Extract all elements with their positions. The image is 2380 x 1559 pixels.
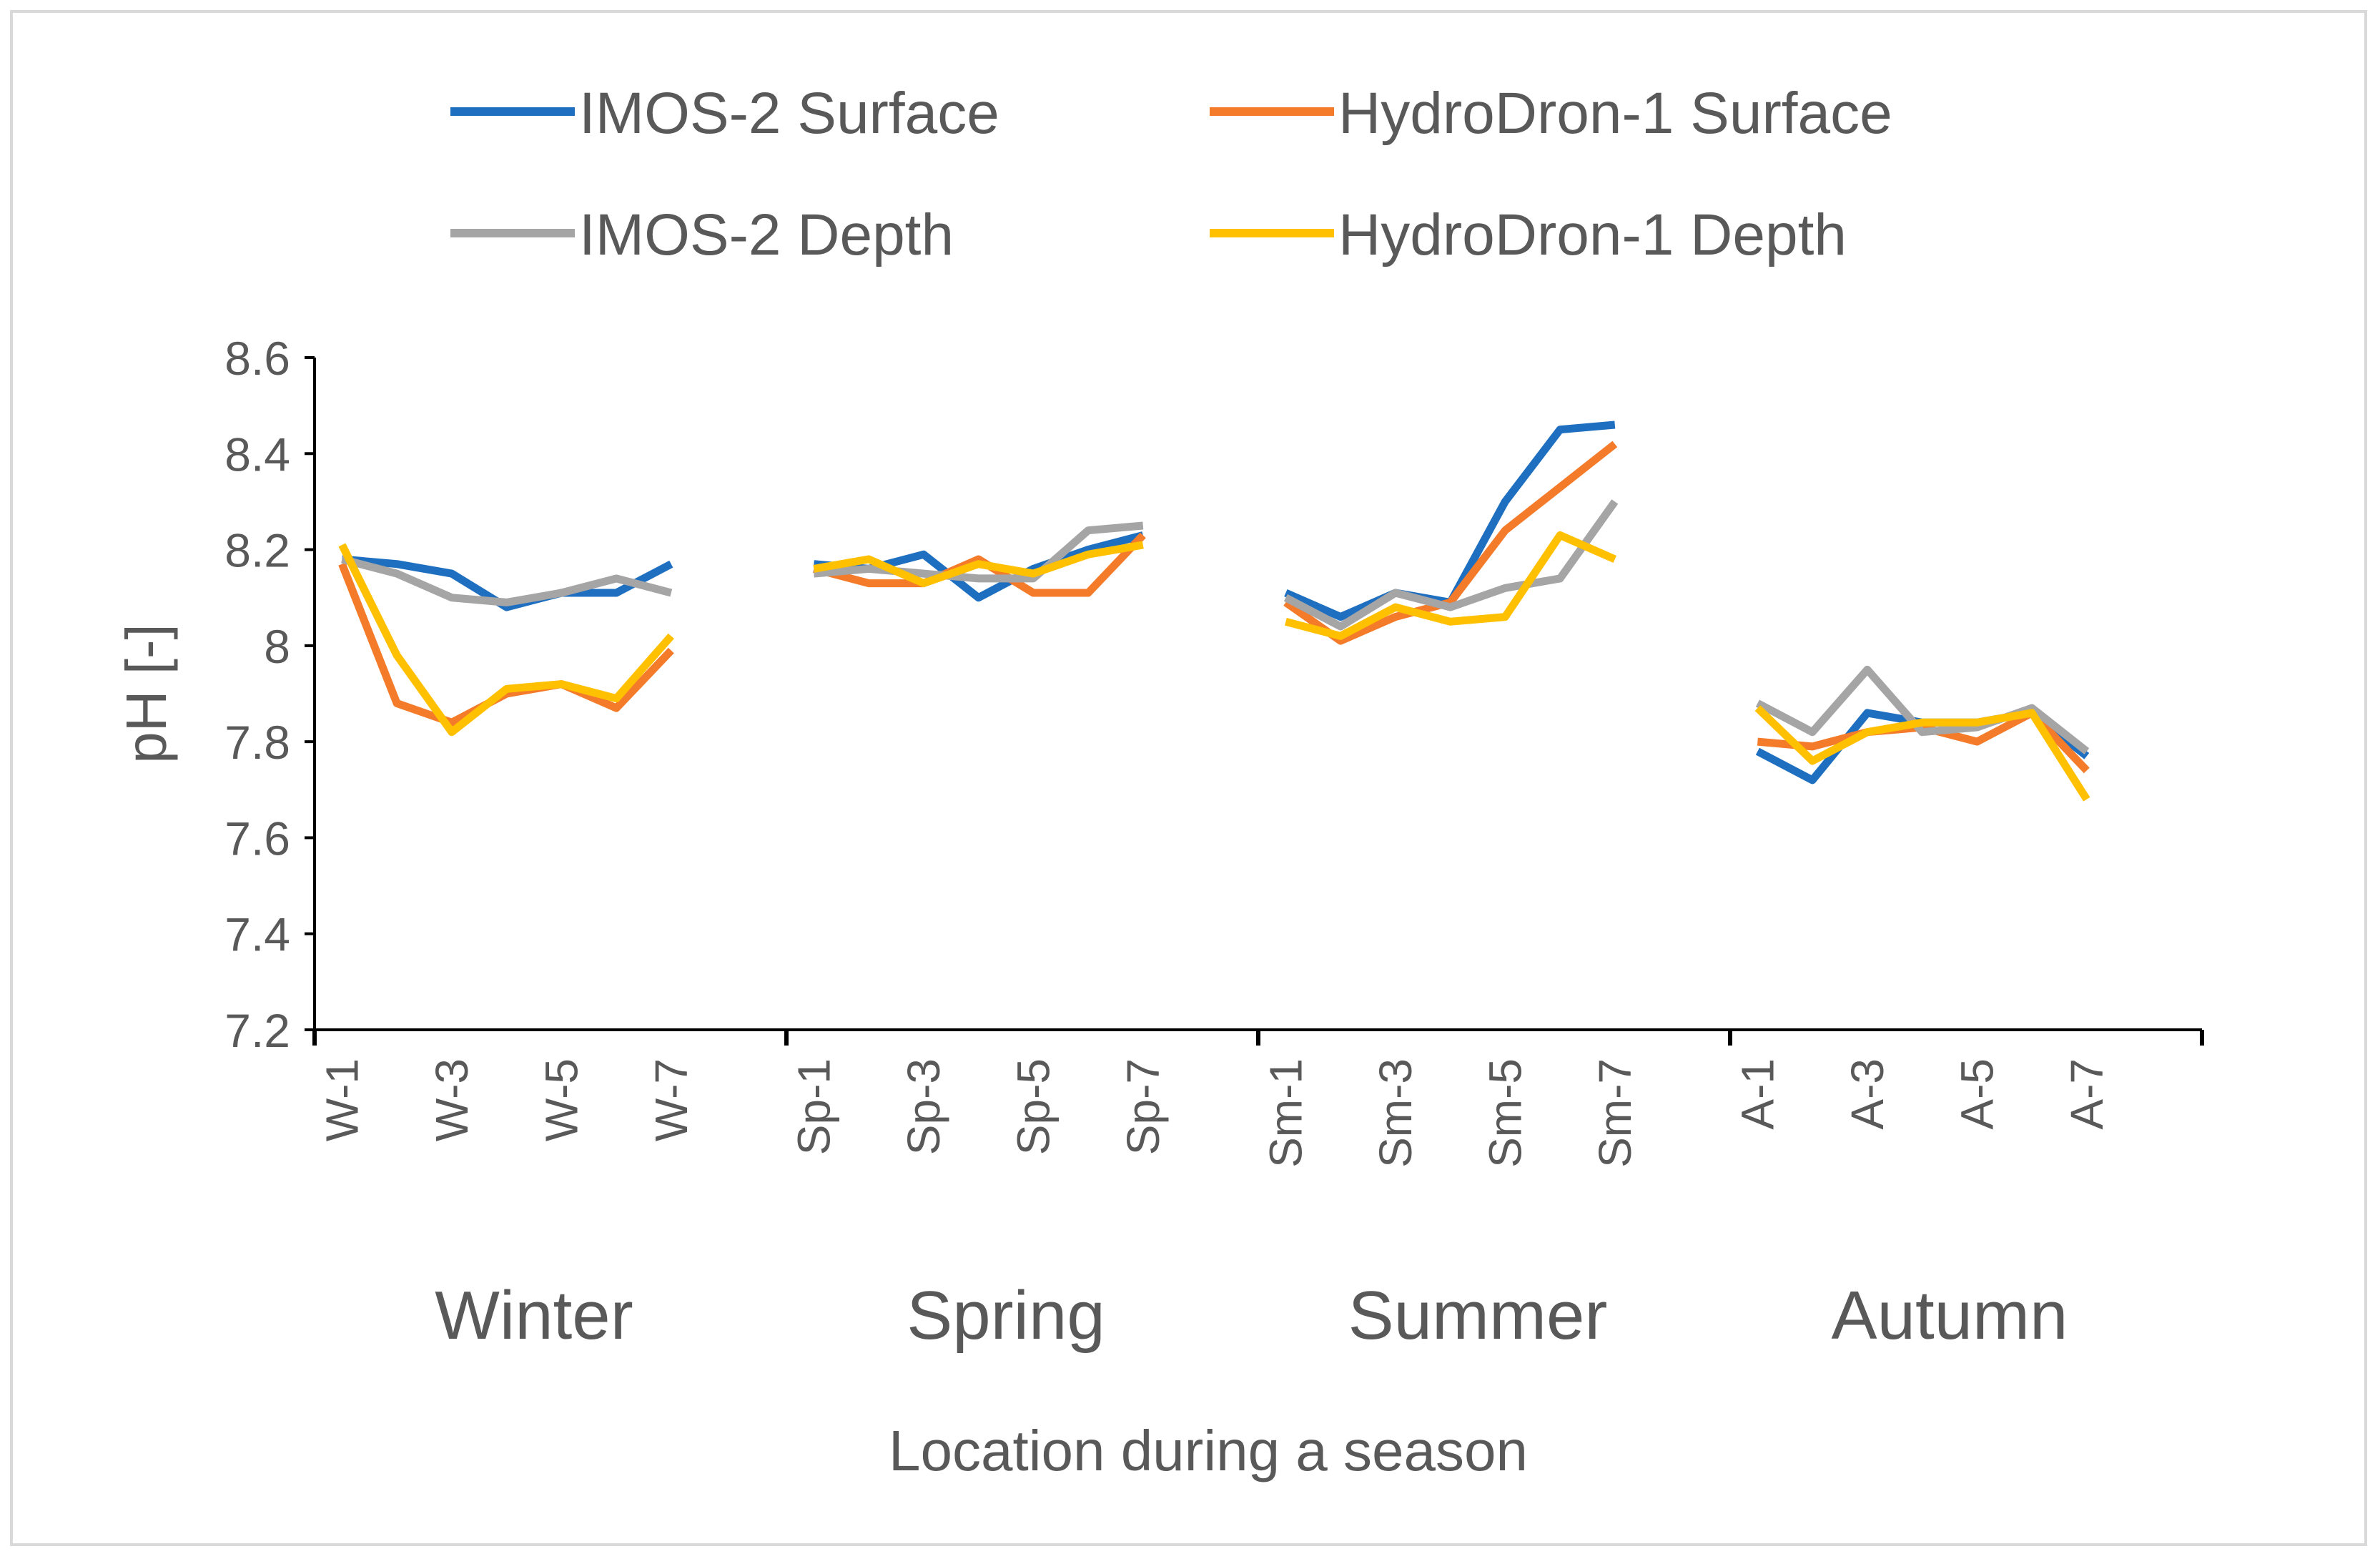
series-line-spring	[813, 521, 1144, 583]
x-tick-label: Sm-7	[1589, 1058, 1641, 1168]
x-tick-label: Sp-7	[1117, 1058, 1169, 1155]
series-line-winter	[338, 543, 674, 737]
x-tick-label: W-1	[316, 1058, 367, 1141]
series-line-summer	[1285, 531, 1617, 640]
x-tick-label: W-5	[535, 1058, 587, 1141]
series-line-winter	[341, 555, 673, 606]
x-tick-label: Sm-1	[1260, 1058, 1311, 1168]
y-tick-label: 7.4	[224, 908, 290, 961]
series-lines	[338, 421, 2090, 802]
x-axis: W-1 W-3 W-5 W-7 Sp-1 Sp-3 Sp-5 Sp-7 Sm-1 Sm-3 Sm-5…	[312, 1028, 2204, 1168]
season-label-summer: Summer	[1348, 1277, 1608, 1354]
x-tick-label: A-1	[1732, 1058, 1783, 1130]
y-tick-label: 8	[264, 620, 290, 673]
season-label-spring: Spring	[907, 1277, 1105, 1354]
x-tick-label: A-3	[1842, 1058, 1893, 1130]
y-tick-label: 8.4	[224, 428, 290, 481]
series-hydrodron-1-depth	[338, 531, 2090, 802]
y-tick-label: 8.2	[224, 524, 290, 577]
y-tick-label: 8.6	[224, 332, 290, 385]
series-imos-2-surface	[341, 421, 2090, 785]
legend-item: IMOS-2 Surface	[450, 81, 999, 146]
legend-label: IMOS-2 Depth	[579, 202, 954, 267]
y-tick-label: 7.8	[224, 716, 290, 769]
y-axis: 7.2 7.4 7.6 7.8 8 8.2 8.4 8.6	[224, 332, 316, 1057]
series-line-autumn	[1754, 705, 2090, 802]
x-tick-label: Sp-3	[898, 1058, 949, 1155]
x-tick-label: Sm-3	[1370, 1058, 1421, 1168]
legend-label: IMOS-2 Surface	[579, 81, 999, 146]
series-line-spring	[812, 532, 1146, 597]
legend-item: HydroDron-1 Surface	[1210, 81, 1892, 146]
chart-frame	[10, 10, 2367, 1546]
x-tick-label: A-7	[2061, 1058, 2113, 1130]
y-axis-title: pH [-]	[114, 624, 178, 764]
legend-item: HydroDron-1 Depth	[1210, 202, 1847, 267]
x-tick-label: W-7	[646, 1058, 697, 1141]
series-line-autumn	[1755, 665, 2090, 754]
x-tick-label: Sp-5	[1007, 1058, 1059, 1155]
legend: IMOS-2 Surface HydroDron-1 Surface IMOS-2 …	[450, 81, 1892, 267]
x-tick-label: Sm-5	[1479, 1058, 1531, 1168]
legend-item: IMOS-2 Depth	[450, 202, 954, 267]
x-tick-label: Sp-1	[788, 1058, 839, 1155]
legend-label: HydroDron-1 Surface	[1338, 81, 1892, 146]
series-line-summer	[1283, 441, 1618, 645]
season-labels: Winter Spring Summer Autumn	[435, 1277, 2068, 1354]
series-line-summer	[1283, 499, 1619, 631]
series-imos-2-depth	[341, 499, 2090, 754]
y-tick-label: 7.2	[224, 1004, 290, 1057]
series-line-winter	[341, 555, 673, 611]
series-line-spring	[813, 541, 1144, 588]
series-line-summer	[1284, 421, 1616, 621]
x-tick-label: A-5	[1951, 1058, 2003, 1130]
season-label-autumn: Autumn	[1832, 1277, 2068, 1354]
y-tick-label: 7.6	[224, 812, 290, 865]
x-tick-label: W-3	[426, 1058, 478, 1141]
legend-label: HydroDron-1 Depth	[1338, 202, 1847, 267]
season-label-winter: Winter	[435, 1277, 633, 1354]
x-axis-title: Location during a season	[889, 1419, 1528, 1482]
